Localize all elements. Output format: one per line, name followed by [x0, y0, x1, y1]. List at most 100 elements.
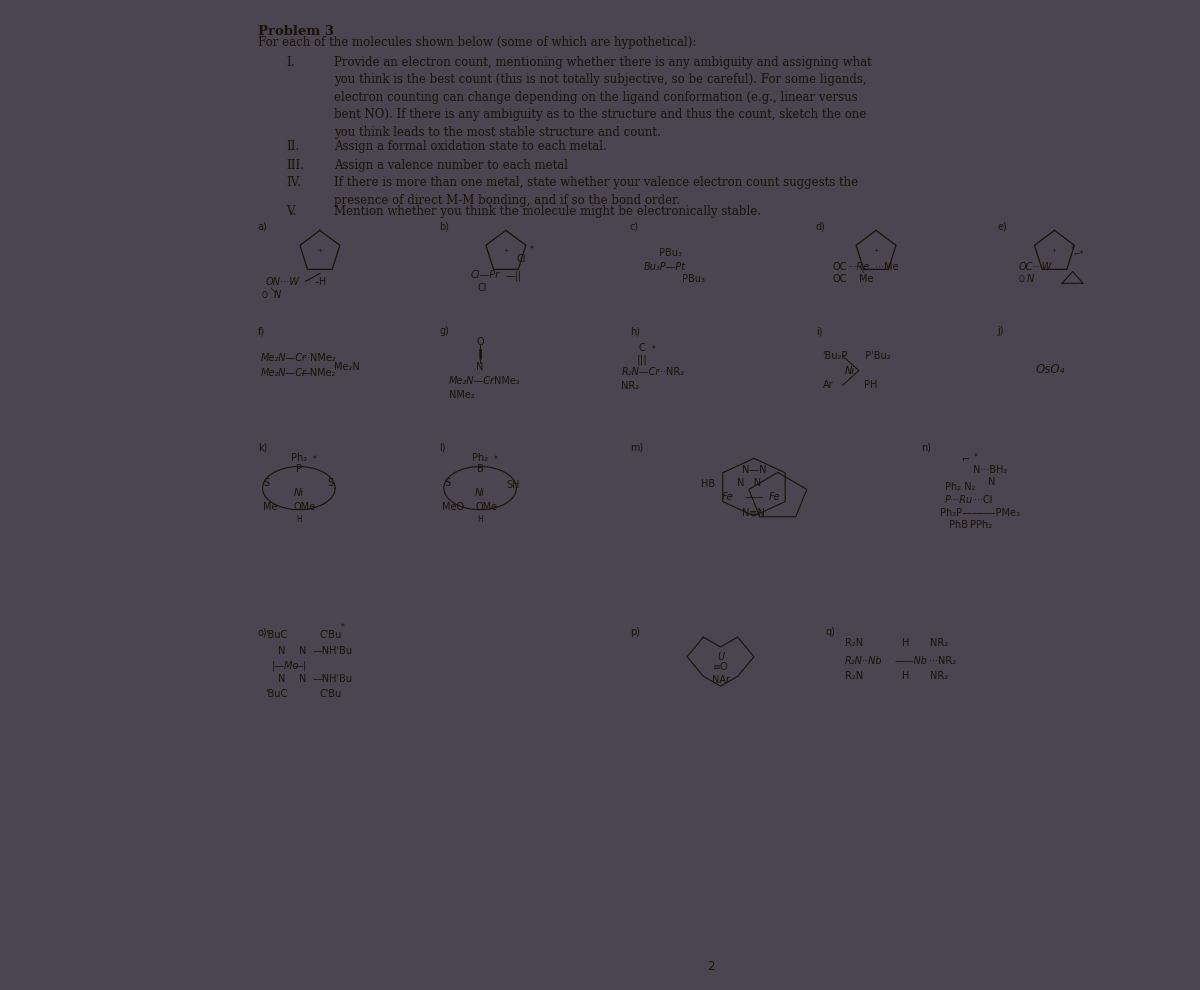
Text: O: O	[262, 290, 268, 300]
Text: OC: OC	[832, 261, 846, 271]
Text: Ph₂P——: Ph₂P——	[940, 508, 982, 518]
Text: Ni: Ni	[475, 488, 485, 498]
Text: —||: —||	[506, 270, 522, 281]
Text: Me₂N—Cr: Me₂N—Cr	[260, 352, 307, 362]
Text: ···NMe₂: ···NMe₂	[485, 376, 520, 386]
Text: C'Bu: C'Bu	[320, 689, 342, 699]
Text: Fe: Fe	[721, 492, 733, 502]
Text: IV.: IV.	[287, 176, 301, 189]
Text: j): j)	[997, 327, 1003, 337]
Text: B: B	[476, 463, 484, 473]
Text: N: N	[476, 361, 484, 371]
Text: III.: III.	[287, 158, 305, 172]
Text: PhB: PhB	[949, 521, 968, 531]
Text: *: *	[1070, 246, 1074, 254]
Text: H: H	[902, 671, 910, 681]
Text: N   N: N N	[737, 478, 761, 488]
Text: Me₂N: Me₂N	[334, 361, 360, 371]
Text: OMe: OMe	[475, 502, 498, 512]
Text: *: *	[652, 346, 655, 354]
Text: Cl: Cl	[478, 283, 487, 293]
Text: N≡N: N≡N	[743, 508, 766, 518]
Text: ···Re: ···Re	[847, 261, 870, 271]
Text: C'Bu: C'Bu	[320, 631, 342, 641]
Text: ——Nb: ——Nb	[894, 655, 928, 665]
Text: N: N	[299, 674, 306, 684]
Text: If there is more than one metal, state whether your valence electron count sugge: If there is more than one metal, state w…	[334, 176, 858, 207]
Text: H: H	[296, 515, 301, 524]
Text: NR₂: NR₂	[930, 638, 948, 648]
Text: U: U	[716, 651, 724, 661]
Text: Bu₃P—Pt: Bu₃P—Pt	[644, 261, 686, 271]
Text: Assign a formal oxidation state to each metal.: Assign a formal oxidation state to each …	[334, 141, 607, 153]
Text: OC···W: OC···W	[1018, 261, 1051, 271]
Text: Ph₂: Ph₂	[290, 452, 307, 462]
Text: O: O	[1018, 275, 1024, 284]
Text: +: +	[874, 248, 878, 253]
Text: *: *	[973, 453, 977, 462]
Text: *: *	[529, 246, 534, 254]
Text: Ni: Ni	[294, 488, 304, 498]
Text: P'Bu₂: P'Bu₂	[859, 350, 890, 360]
Text: ——: ——	[744, 492, 764, 502]
Text: 'Bu₂P: 'Bu₂P	[823, 350, 848, 360]
Text: Me₂N—Cr: Me₂N—Cr	[260, 368, 307, 378]
Text: R₂N··Nb: R₂N··Nb	[845, 655, 882, 665]
Text: P: P	[296, 463, 302, 473]
Text: H: H	[478, 515, 484, 524]
Text: +: +	[1052, 248, 1057, 253]
Text: Ph₂ N₂: Ph₂ N₂	[944, 482, 976, 492]
Text: Assign a valence number to each metal: Assign a valence number to each metal	[334, 158, 568, 172]
Text: NR₂: NR₂	[622, 381, 640, 391]
Text: g): g)	[439, 327, 449, 337]
Text: NAr: NAr	[712, 675, 730, 685]
Text: Me: Me	[263, 502, 277, 512]
Text: N: N	[274, 290, 281, 300]
Text: ON···W: ON···W	[265, 277, 299, 287]
Text: p): p)	[630, 628, 640, 638]
Text: |—Mo: |—Mo	[272, 660, 300, 671]
Text: NMe₂: NMe₂	[449, 390, 474, 400]
Text: ‖: ‖	[478, 348, 482, 359]
Text: k): k)	[258, 443, 268, 452]
Text: Me: Me	[859, 274, 874, 284]
Text: N···BH₂: N···BH₂	[973, 464, 1008, 474]
Text: q): q)	[826, 628, 835, 638]
Text: e): e)	[997, 222, 1007, 232]
Text: R₂N: R₂N	[845, 671, 863, 681]
Text: MeO: MeO	[442, 502, 464, 512]
Text: O: O	[476, 338, 484, 347]
Text: ···NR₂: ···NR₂	[929, 655, 955, 665]
Text: N: N	[988, 477, 995, 487]
Text: i): i)	[816, 327, 822, 337]
Text: SH: SH	[506, 480, 520, 490]
Text: l): l)	[439, 443, 445, 452]
Text: S: S	[263, 478, 270, 488]
Text: HB: HB	[702, 479, 715, 489]
Text: I.: I.	[287, 55, 295, 69]
Text: n): n)	[920, 443, 931, 452]
Text: R₂N: R₂N	[845, 638, 863, 648]
Text: PPh₂: PPh₂	[971, 521, 992, 531]
Text: Cl: Cl	[516, 253, 526, 263]
Text: Provide an electron count, mentioning whether there is any ambiguity and assigni: Provide an electron count, mentioning wh…	[334, 55, 872, 139]
Text: P···Ru: P···Ru	[944, 495, 973, 505]
Text: S: S	[445, 478, 451, 488]
Text: Problem 3: Problem 3	[258, 25, 334, 38]
Text: C: C	[638, 343, 646, 353]
Text: Fe: Fe	[768, 492, 780, 502]
Text: +: +	[317, 248, 323, 253]
Text: ···NMe₂: ···NMe₂	[301, 352, 336, 362]
Text: ⌐*: ⌐*	[1074, 249, 1084, 258]
Text: S: S	[328, 478, 334, 488]
Text: OC: OC	[832, 274, 846, 284]
Text: 2: 2	[707, 960, 715, 973]
Text: OMe: OMe	[293, 502, 316, 512]
Text: m): m)	[630, 443, 643, 452]
Text: —NH'Bu: —NH'Bu	[312, 674, 353, 684]
Text: H: H	[902, 638, 910, 648]
Text: N: N	[278, 674, 286, 684]
Text: h): h)	[630, 327, 640, 337]
Text: PBu₃: PBu₃	[683, 274, 706, 284]
Text: OsO₄: OsO₄	[1036, 363, 1064, 376]
